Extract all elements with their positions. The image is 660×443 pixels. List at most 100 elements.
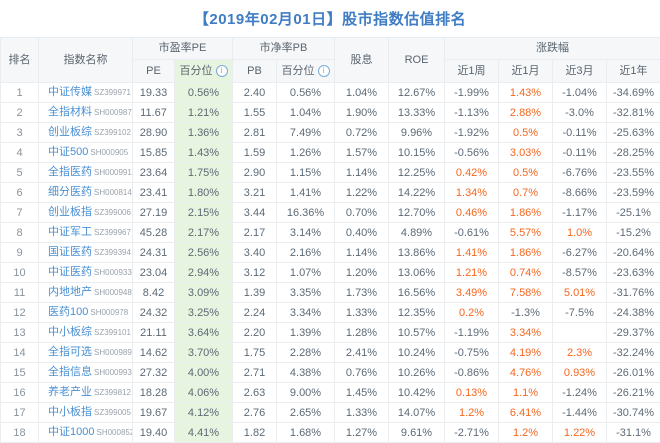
pb-percentile-cell: 3.35% [277,283,335,303]
pe-cell: 23.41 [133,183,175,203]
col-dividend: 股息 [335,38,389,83]
index-link[interactable]: 中证军工 [48,226,92,238]
index-link[interactable]: 内地地产 [48,286,92,298]
month3-change-cell: -1.44% [553,403,607,423]
pb-cell: 2.40 [233,83,277,103]
pe-percentile-cell: 3.70% [175,343,233,363]
year1-change-cell: -28.25% [607,143,660,163]
index-link[interactable]: 养老产业 [48,386,92,398]
year1-change-cell: -31.1% [607,423,660,443]
index-link[interactable]: 创业板指 [48,206,92,218]
pb-cell: 1.82 [233,423,277,443]
rank-cell: 9 [1,243,39,263]
pb-percentile-cell: 1.07% [277,263,335,283]
pe-percentile-cell: 0.56% [175,83,233,103]
month1-change-cell: 5.57% [499,223,553,243]
pe-cell: 15.85 [133,143,175,163]
month3-change-cell: -8.57% [553,263,607,283]
year1-change-cell: -23.63% [607,263,660,283]
pb-percentile-cell: 1.26% [277,143,335,163]
index-link[interactable]: 全指信息 [48,366,92,378]
index-link[interactable]: 全指材料 [48,106,92,118]
index-code: SZ399005 [94,408,131,417]
pb-percentile-cell: 2.65% [277,403,335,423]
index-link[interactable]: 全指可选 [48,346,92,358]
week1-change-cell: -1.13% [445,103,499,123]
month1-change-cell: 1.43% [499,83,553,103]
index-link[interactable]: 中小板综 [48,326,92,338]
pb-percentile-label: 百分位 [282,65,315,77]
month1-change-cell: 0.7% [499,183,553,203]
pb-percentile-cell: 2.16% [277,243,335,263]
pe-percentile-cell: 2.17% [175,223,233,243]
pe-percentile-cell: 1.75% [175,163,233,183]
index-link[interactable]: 全指医药 [48,166,92,178]
dividend-cell: 0.76% [335,363,389,383]
month3-change-cell [553,323,607,343]
rank-cell: 2 [1,103,39,123]
dividend-cell: 2.41% [335,343,389,363]
year1-change-cell: -30.74% [607,403,660,423]
index-link[interactable]: 医药100 [48,306,88,318]
index-code: SH000991 [94,168,132,177]
dividend-cell: 1.14% [335,243,389,263]
pe-percentile-cell: 4.00% [175,363,233,383]
title-bar: 【2019年02月01日】股市指数估值排名 [0,0,660,37]
dividend-cell: 0.70% [335,203,389,223]
col-pe: PE [133,60,175,83]
week1-change-cell: -0.56% [445,143,499,163]
roe-cell: 9.61% [389,423,445,443]
index-code: SH000989 [94,348,132,357]
index-link[interactable]: 中证500 [48,146,88,158]
year1-change-cell: -29.37% [607,323,660,343]
index-code: SZ399101 [94,328,131,337]
month3-change-cell: 0.93% [553,363,607,383]
pe-cell: 19.67 [133,403,175,423]
pb-cell: 3.44 [233,203,277,223]
pb-percentile-cell: 1.41% [277,183,335,203]
index-link[interactable]: 细分医药 [48,186,92,198]
month3-change-cell: 5.01% [553,283,607,303]
month3-change-cell: -6.27% [553,243,607,263]
pe-percentile-cell: 4.06% [175,383,233,403]
pe-percentile-cell: 2.15% [175,203,233,223]
index-code: SH000814 [94,188,132,197]
pb-cell: 1.59 [233,143,277,163]
roe-cell: 13.33% [389,103,445,123]
index-link[interactable]: 国证医药 [48,246,92,258]
pb-cell: 1.55 [233,103,277,123]
index-link[interactable]: 创业板综 [48,126,92,138]
pe-percentile-cell: 3.09% [175,283,233,303]
pe-percentile-info-icon[interactable]: i [216,65,228,77]
pb-percentile-info-icon[interactable]: i [318,65,330,77]
month3-change-cell: -3.0% [553,103,607,123]
week1-change-cell: 0.42% [445,163,499,183]
pe-percentile-cell: 3.25% [175,303,233,323]
index-link[interactable]: 中小板指 [48,406,92,418]
pe-cell: 28.90 [133,123,175,143]
dividend-cell: 1.22% [335,183,389,203]
month1-change-cell: 3.34% [499,323,553,343]
pe-percentile-cell: 4.12% [175,403,233,423]
roe-cell: 4.89% [389,223,445,243]
index-link[interactable]: 中证1000 [48,426,94,438]
pb-percentile-cell: 7.49% [277,123,335,143]
index-link[interactable]: 中证医药 [48,266,92,278]
pb-percentile-cell: 4.38% [277,363,335,383]
month3-change-cell: -0.11% [553,123,607,143]
pe-cell: 45.28 [133,223,175,243]
month1-change-cell: 4.19% [499,343,553,363]
roe-cell: 12.67% [389,83,445,103]
index-link[interactable]: 中证传媒 [48,86,92,98]
